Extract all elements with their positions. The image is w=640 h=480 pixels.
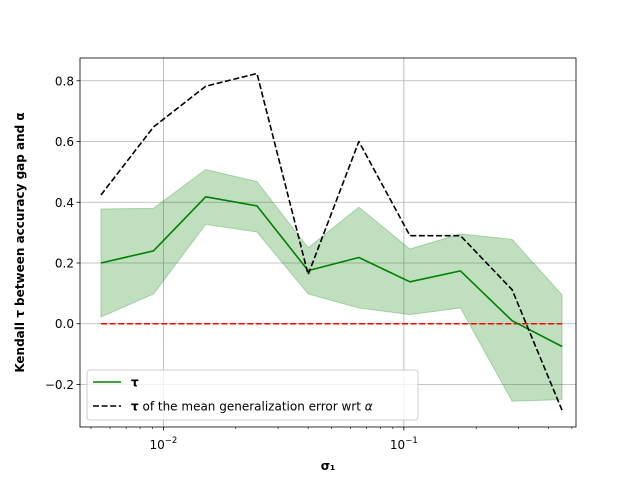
- x-tick-label: 10−1: [390, 436, 418, 452]
- legend-label-mean-error: τ of the mean generalization error wrt α: [131, 400, 373, 414]
- legend-label-mean-error-rest: of the mean generalization error wrt: [139, 400, 365, 414]
- confidence-band-layer: [100, 168, 563, 402]
- series-1-line: [100, 72, 563, 411]
- legend-box: [86, 369, 419, 421]
- y-tick-label: 0.2: [55, 257, 74, 271]
- y-tick-label: 0.0: [55, 317, 74, 331]
- series-0-line: [100, 195, 563, 348]
- x-tick-label-base: 10: [390, 438, 405, 452]
- x-tick-label-base: 10: [149, 438, 164, 452]
- x-axis-label: σ₁: [321, 459, 336, 473]
- y-axis-label: Kendall τ between accuracy gap and α: [13, 112, 27, 372]
- axis-ticks: −0.20.00.20.40.60.810−2 10−1: [45, 74, 573, 452]
- legend-label-tau: τ: [131, 376, 139, 390]
- y-tick-label: −0.2: [45, 378, 74, 392]
- y-tick-label: 0.8: [55, 74, 74, 88]
- series-0-band: [100, 168, 563, 402]
- y-tick-label: 0.6: [55, 135, 74, 149]
- x-tick-label: 10−2: [149, 436, 177, 452]
- legend: τ τ of the mean generalization error wrt…: [86, 369, 419, 421]
- legend-label-mean-error-prefix: τ: [131, 400, 139, 414]
- x-tick-label-exponent: −2: [165, 436, 178, 446]
- legend-label-mean-error-alpha: α: [365, 400, 373, 414]
- x-tick-label-exponent: −1: [405, 436, 418, 446]
- plot-frame: [79, 57, 577, 428]
- series-layer: [100, 72, 563, 411]
- y-tick-label: 0.4: [55, 196, 74, 210]
